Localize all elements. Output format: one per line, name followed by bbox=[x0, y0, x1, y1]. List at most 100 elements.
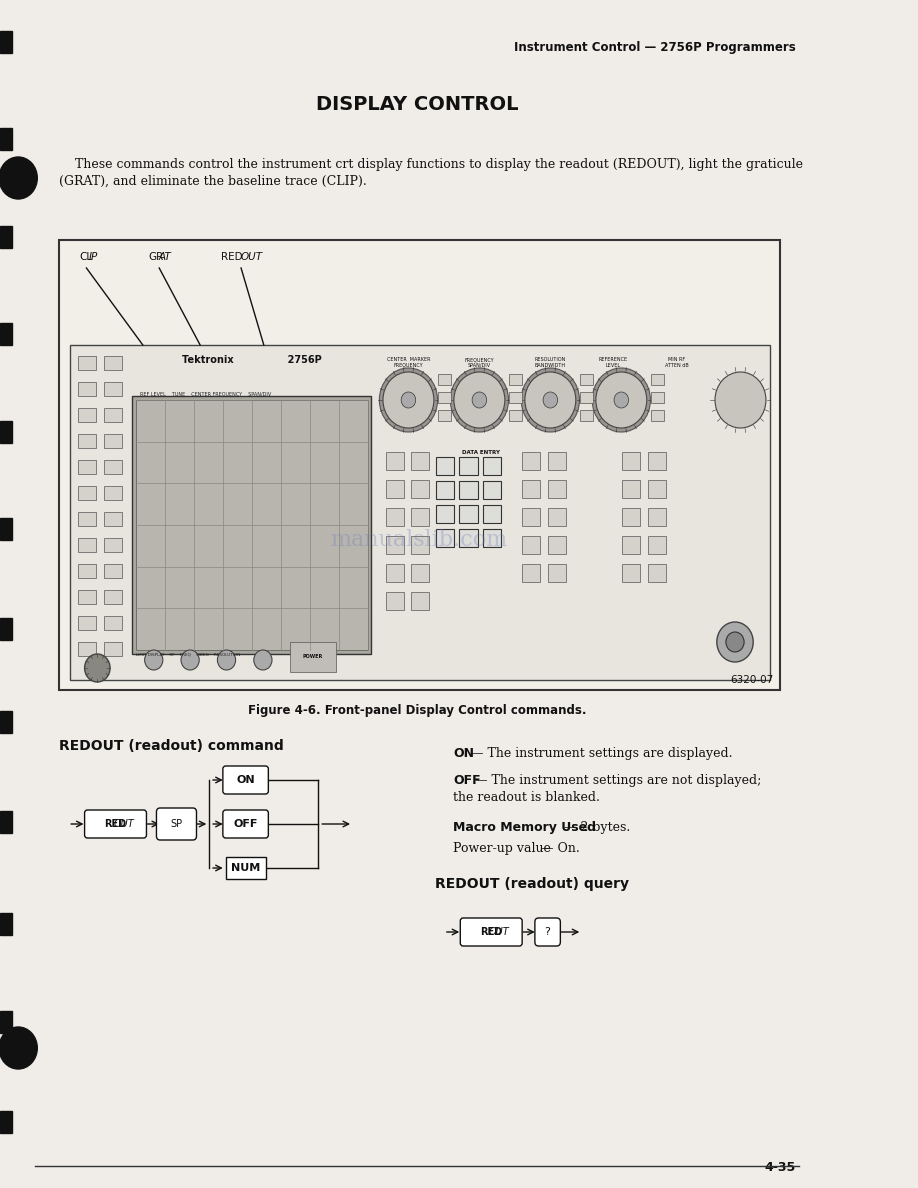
FancyBboxPatch shape bbox=[84, 810, 147, 838]
Bar bbox=[104, 590, 122, 604]
Bar bbox=[439, 410, 451, 421]
Bar bbox=[78, 486, 96, 500]
Bar bbox=[78, 564, 96, 579]
FancyBboxPatch shape bbox=[223, 810, 268, 838]
Bar bbox=[580, 392, 593, 403]
Circle shape bbox=[0, 157, 38, 200]
Text: GR: GR bbox=[149, 252, 163, 263]
Bar bbox=[104, 407, 122, 422]
Bar bbox=[411, 508, 430, 526]
Circle shape bbox=[379, 368, 438, 432]
Bar bbox=[104, 617, 122, 630]
Text: MIN RF
ATTEN dB: MIN RF ATTEN dB bbox=[665, 358, 688, 368]
Bar bbox=[78, 383, 96, 396]
Text: Instrument Control — 2756P Programmers: Instrument Control — 2756P Programmers bbox=[514, 42, 796, 55]
Bar bbox=[104, 434, 122, 448]
Bar bbox=[78, 460, 96, 474]
Bar bbox=[411, 536, 430, 554]
Circle shape bbox=[218, 650, 236, 670]
Text: Tektronix                2756P: Tektronix 2756P bbox=[182, 355, 321, 365]
Bar bbox=[459, 481, 477, 499]
Text: RESOLUTION
BANDWIDTH: RESOLUTION BANDWIDTH bbox=[534, 358, 566, 368]
Bar bbox=[459, 529, 477, 546]
Bar bbox=[580, 374, 593, 385]
Bar bbox=[0, 710, 12, 733]
Text: ?: ? bbox=[544, 927, 551, 937]
Text: REDOUT (readout) query: REDOUT (readout) query bbox=[435, 877, 629, 891]
Text: OFF: OFF bbox=[453, 775, 481, 786]
Circle shape bbox=[614, 392, 629, 407]
FancyBboxPatch shape bbox=[460, 918, 522, 946]
FancyBboxPatch shape bbox=[223, 766, 268, 794]
Bar bbox=[622, 451, 641, 470]
Circle shape bbox=[401, 392, 416, 407]
Bar bbox=[0, 226, 12, 248]
Bar bbox=[104, 486, 122, 500]
FancyBboxPatch shape bbox=[535, 918, 560, 946]
Text: RED: RED bbox=[480, 927, 502, 937]
Text: NUM: NUM bbox=[231, 862, 260, 873]
Text: OFF: OFF bbox=[233, 819, 258, 829]
Bar bbox=[522, 508, 541, 526]
Text: IP: IP bbox=[89, 252, 98, 263]
Bar bbox=[0, 811, 12, 833]
Bar bbox=[136, 400, 367, 650]
Text: — 2 bytes.: — 2 bytes. bbox=[560, 821, 631, 834]
Bar bbox=[104, 538, 122, 552]
Circle shape bbox=[592, 368, 651, 432]
Circle shape bbox=[521, 368, 579, 432]
Bar bbox=[70, 345, 769, 680]
Bar bbox=[0, 518, 12, 541]
Bar bbox=[78, 590, 96, 604]
Text: manualslib.com: manualslib.com bbox=[330, 529, 507, 551]
Bar bbox=[622, 536, 641, 554]
Bar bbox=[78, 642, 96, 656]
Bar bbox=[459, 457, 477, 475]
Bar bbox=[439, 374, 451, 385]
Bar bbox=[652, 392, 664, 403]
Bar bbox=[226, 857, 265, 879]
Bar bbox=[436, 481, 453, 499]
Bar bbox=[652, 374, 664, 385]
Text: AT: AT bbox=[158, 252, 171, 263]
Circle shape bbox=[717, 623, 753, 662]
Text: Figure 4-6. Front-panel Display Control commands.: Figure 4-6. Front-panel Display Control … bbox=[248, 704, 587, 718]
Text: ON: ON bbox=[236, 775, 255, 785]
Text: — The instrument settings are not displayed;: — The instrument settings are not displa… bbox=[471, 775, 762, 786]
Bar bbox=[483, 457, 501, 475]
Text: ON: ON bbox=[453, 747, 474, 760]
Bar bbox=[0, 31, 12, 53]
Bar bbox=[622, 480, 641, 498]
Bar bbox=[622, 564, 641, 582]
Circle shape bbox=[145, 650, 162, 670]
Text: SP: SP bbox=[171, 819, 183, 829]
Text: OUT: OUT bbox=[489, 927, 509, 937]
Text: OUT: OUT bbox=[241, 252, 263, 263]
Bar bbox=[78, 617, 96, 630]
Bar bbox=[78, 512, 96, 526]
Bar bbox=[648, 564, 666, 582]
Bar bbox=[0, 1111, 12, 1133]
Bar bbox=[78, 538, 96, 552]
Bar bbox=[648, 536, 666, 554]
Text: the readout is blanked.: the readout is blanked. bbox=[453, 791, 599, 804]
Bar bbox=[386, 451, 404, 470]
Text: REDOUT (readout) command: REDOUT (readout) command bbox=[59, 739, 284, 753]
Text: CENTER  MARKER
FREQUENCY: CENTER MARKER FREQUENCY bbox=[386, 358, 431, 368]
Bar bbox=[439, 392, 451, 403]
Bar bbox=[483, 505, 501, 523]
Text: FREQUENCY
SPAN/DIV: FREQUENCY SPAN/DIV bbox=[465, 358, 494, 368]
Circle shape bbox=[451, 368, 509, 432]
Circle shape bbox=[253, 650, 272, 670]
Bar bbox=[386, 536, 404, 554]
Circle shape bbox=[525, 372, 576, 428]
Bar bbox=[0, 1011, 12, 1034]
Circle shape bbox=[472, 392, 487, 407]
Bar bbox=[104, 642, 122, 656]
Text: CL: CL bbox=[79, 252, 93, 263]
Bar bbox=[411, 480, 430, 498]
Bar bbox=[104, 383, 122, 396]
Bar bbox=[0, 421, 12, 443]
Bar bbox=[386, 592, 404, 609]
Text: DISPLAY CONTROL: DISPLAY CONTROL bbox=[317, 95, 519, 114]
